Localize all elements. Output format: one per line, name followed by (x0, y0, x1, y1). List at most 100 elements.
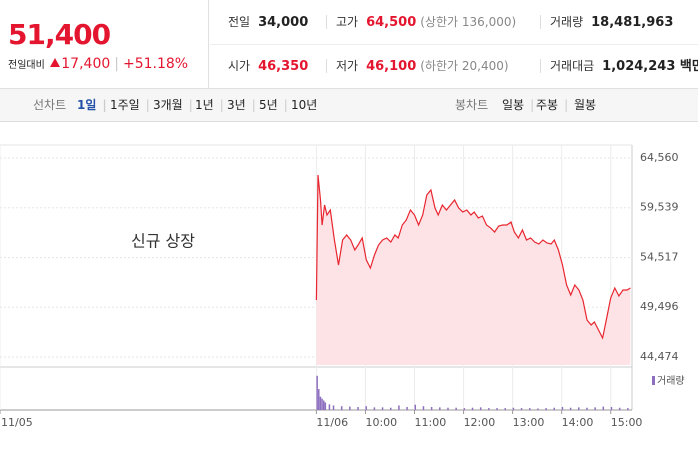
y-tick-label: 59,539 (640, 201, 679, 214)
tab-bar: 선차트 봉차트 1일1주일3개월1년3년5년10년 일봉주봉 월봉 (0, 89, 698, 122)
volume-bar (357, 406, 359, 410)
price-box: 51,400 전일대비 17,400 | +51.18% (0, 0, 209, 88)
volume-bar (422, 406, 425, 410)
volume-bar (322, 400, 325, 410)
volume-bar (512, 407, 515, 410)
y-tick-label: 44,474 (640, 350, 679, 363)
tab[interactable]: 3개월 (153, 89, 193, 121)
volume-bar (398, 405, 400, 410)
change: 전일대비 17,400 | +51.18% (8, 56, 189, 72)
volume-bar (381, 407, 384, 410)
volume-bar (537, 408, 539, 410)
price-area (316, 175, 631, 365)
volume-bar (627, 408, 629, 410)
volume-bar (328, 404, 331, 410)
stat-value: 46,100 (366, 59, 417, 74)
tab[interactable]: 월봉 (574, 98, 597, 112)
stat-label: 거래대금 (550, 59, 595, 73)
up-icon (50, 58, 61, 67)
volume-bar (594, 407, 596, 410)
annotation: 신규 상장 (131, 232, 195, 251)
x-tick-label: 12:00 (464, 416, 496, 429)
change-value: 17,400 (61, 56, 111, 72)
tab[interactable]: 3년 (227, 89, 256, 121)
quote-header: 51,400 전일대비 17,400 | +51.18% 전일 34,000 고가 64… (0, 0, 698, 89)
volume-bar (321, 398, 323, 410)
volume-bar (578, 407, 580, 410)
volume-bar (545, 408, 547, 410)
stat-label: 시가 (228, 59, 251, 73)
stat-value: 1,024,243 백만 (602, 59, 698, 74)
x-tick-label: 13:00 (513, 416, 545, 429)
x-tick-label: 15:00 (611, 416, 643, 429)
volume-bar (488, 408, 490, 410)
volume-bar (602, 406, 605, 410)
stats-row: 전일 34,000 고가 64,500 (상한가 136,000) 거래량 18,481… (210, 0, 698, 45)
stat-label: 거래량 (550, 15, 584, 29)
stat-label: 전일 (228, 15, 251, 29)
volume-bar (447, 407, 449, 410)
stat-value: 18,481,963 (591, 15, 674, 30)
change-rate: +51.18% (122, 56, 189, 72)
volume-bar (561, 406, 564, 410)
tab[interactable]: 1주일 (110, 89, 150, 121)
volume-bar (504, 408, 506, 410)
volume-bar (586, 407, 588, 410)
stat-value: 64,500 (366, 15, 417, 30)
volume-bar (439, 407, 441, 410)
stat-value: 34,000 (258, 15, 309, 30)
volume-bar (373, 407, 376, 410)
volume-bar (316, 375, 318, 410)
tab[interactable]: 5년 (259, 89, 288, 121)
stat-note: (하한가 20,400) (420, 59, 509, 73)
tab[interactable]: 10년 (291, 98, 318, 112)
x-tick-label: 14:00 (562, 416, 594, 429)
volume-bar (365, 406, 367, 410)
stat-note: (상한가 136,000) (420, 15, 517, 29)
y-tick-label: 49,496 (640, 300, 679, 313)
x-tick-label: 11:00 (415, 416, 447, 429)
volume-bar (319, 396, 322, 410)
volume-bar (332, 405, 335, 410)
x-tick-label: 10:00 (365, 416, 397, 429)
volume-bar (528, 408, 531, 410)
volume-bar (324, 402, 327, 410)
volume-bar (340, 406, 343, 410)
tab-group-label: 봉차트 (455, 98, 489, 112)
legend-swatch (652, 376, 655, 385)
volume-bar (406, 406, 408, 410)
volume-bar (414, 404, 417, 410)
tab[interactable]: 주봉 (536, 89, 568, 121)
volume-bar (569, 407, 572, 410)
x-tick-label: 11/05 (1, 416, 33, 429)
tab[interactable]: 일봉 (502, 89, 534, 121)
tab[interactable]: 1일 (77, 89, 107, 121)
volume-bar (389, 407, 392, 410)
volume-bar (349, 406, 351, 410)
stats-row: 시가 46,350 저가 46,100 (하한가 20,400) 거래대금 1,024,… (210, 44, 698, 88)
volume-bar (610, 406, 613, 410)
stat-value: 46,350 (258, 59, 309, 74)
y-tick-label: 54,517 (640, 251, 679, 264)
volume-bar (496, 408, 498, 410)
change-label: 전일대비 (8, 60, 45, 71)
stat-label: 고가 (336, 15, 359, 29)
y-tick-label: 64,560 (640, 151, 679, 164)
volume-bar (618, 407, 621, 410)
x-tick-label: 11/06 (316, 416, 348, 429)
legend-label: 거래량 (657, 375, 685, 387)
volume-bar (553, 407, 556, 410)
volume-bar (430, 406, 433, 410)
volume-bar (471, 407, 474, 410)
price-line (315, 174, 631, 340)
stat-label: 저가 (336, 59, 359, 73)
volume-bar (463, 408, 466, 410)
volume-bar (318, 389, 320, 410)
volume-bar (520, 408, 523, 410)
tab-group-label: 선차트 (33, 98, 67, 112)
price: 51,400 (8, 18, 111, 51)
volume-bar (455, 407, 457, 410)
tab[interactable]: 1년 (195, 89, 224, 121)
